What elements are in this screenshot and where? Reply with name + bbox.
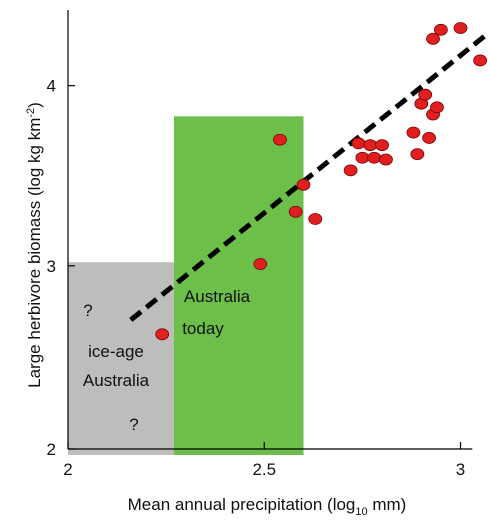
data-point: [273, 133, 287, 146]
y-axis-title-end: ): [25, 102, 44, 108]
y-tick-label: 3: [47, 257, 56, 276]
data-point: [253, 258, 268, 270]
data-point: [288, 205, 303, 218]
regression-line: [129, 31, 488, 322]
australia-today-region: [173, 116, 304, 456]
data-point: [379, 153, 393, 166]
data-point: [296, 178, 311, 191]
data-point: [426, 32, 440, 45]
data-point: [430, 101, 444, 114]
x-axis-title-main: Mean annual precipitation (log: [128, 495, 356, 514]
ice-age-region-label: ?: [83, 301, 92, 320]
x-axis-title: Mean annual precipitation (log10 mm): [128, 495, 407, 518]
fit-layer: [129, 31, 488, 322]
x-tick-label: 2.5: [252, 460, 276, 479]
data-point: [473, 54, 488, 67]
x-tick-label: 3: [456, 460, 465, 479]
points-layer: [155, 22, 488, 341]
ice-age-region-label: ?: [129, 415, 138, 434]
data-point: [418, 88, 433, 101]
data-point: [155, 328, 170, 341]
region-labels-layer: ? ice-age Australia? Australia today: [83, 287, 251, 434]
data-point: [355, 151, 370, 164]
y-axis-title-sup: -2: [25, 108, 37, 118]
data-point: [453, 22, 468, 34]
data-point: [351, 137, 366, 150]
x-tick-label: 2: [63, 460, 72, 479]
y-tick-label: 4: [47, 77, 56, 96]
australia-today-region-label: today: [182, 319, 224, 338]
data-point: [410, 148, 425, 161]
axes-layer: 2 2.5 3 2 3 4: [47, 10, 473, 479]
data-point: [422, 132, 437, 144]
x-axis-title-sub: 10: [355, 506, 367, 518]
australia-today-region-label: Australia: [184, 287, 251, 306]
data-point: [433, 23, 448, 36]
ice-age-region: [68, 262, 174, 455]
ice-age-region-label: ice-age: [88, 342, 144, 361]
data-point: [343, 164, 358, 177]
y-tick-label: 2: [47, 440, 56, 459]
ice-age-region-label: Australia: [83, 371, 150, 390]
data-point: [363, 139, 378, 152]
regions-layer: [68, 116, 304, 456]
y-axis-title-main: Large herbivore biomass (log kg km: [25, 118, 44, 388]
data-point: [367, 151, 382, 164]
data-point: [375, 139, 389, 152]
y-axis-title: Large herbivore biomass (log kg km-2): [25, 102, 44, 388]
data-point: [308, 213, 323, 225]
data-point: [406, 126, 421, 139]
x-axis-title-end: mm): [368, 495, 407, 514]
